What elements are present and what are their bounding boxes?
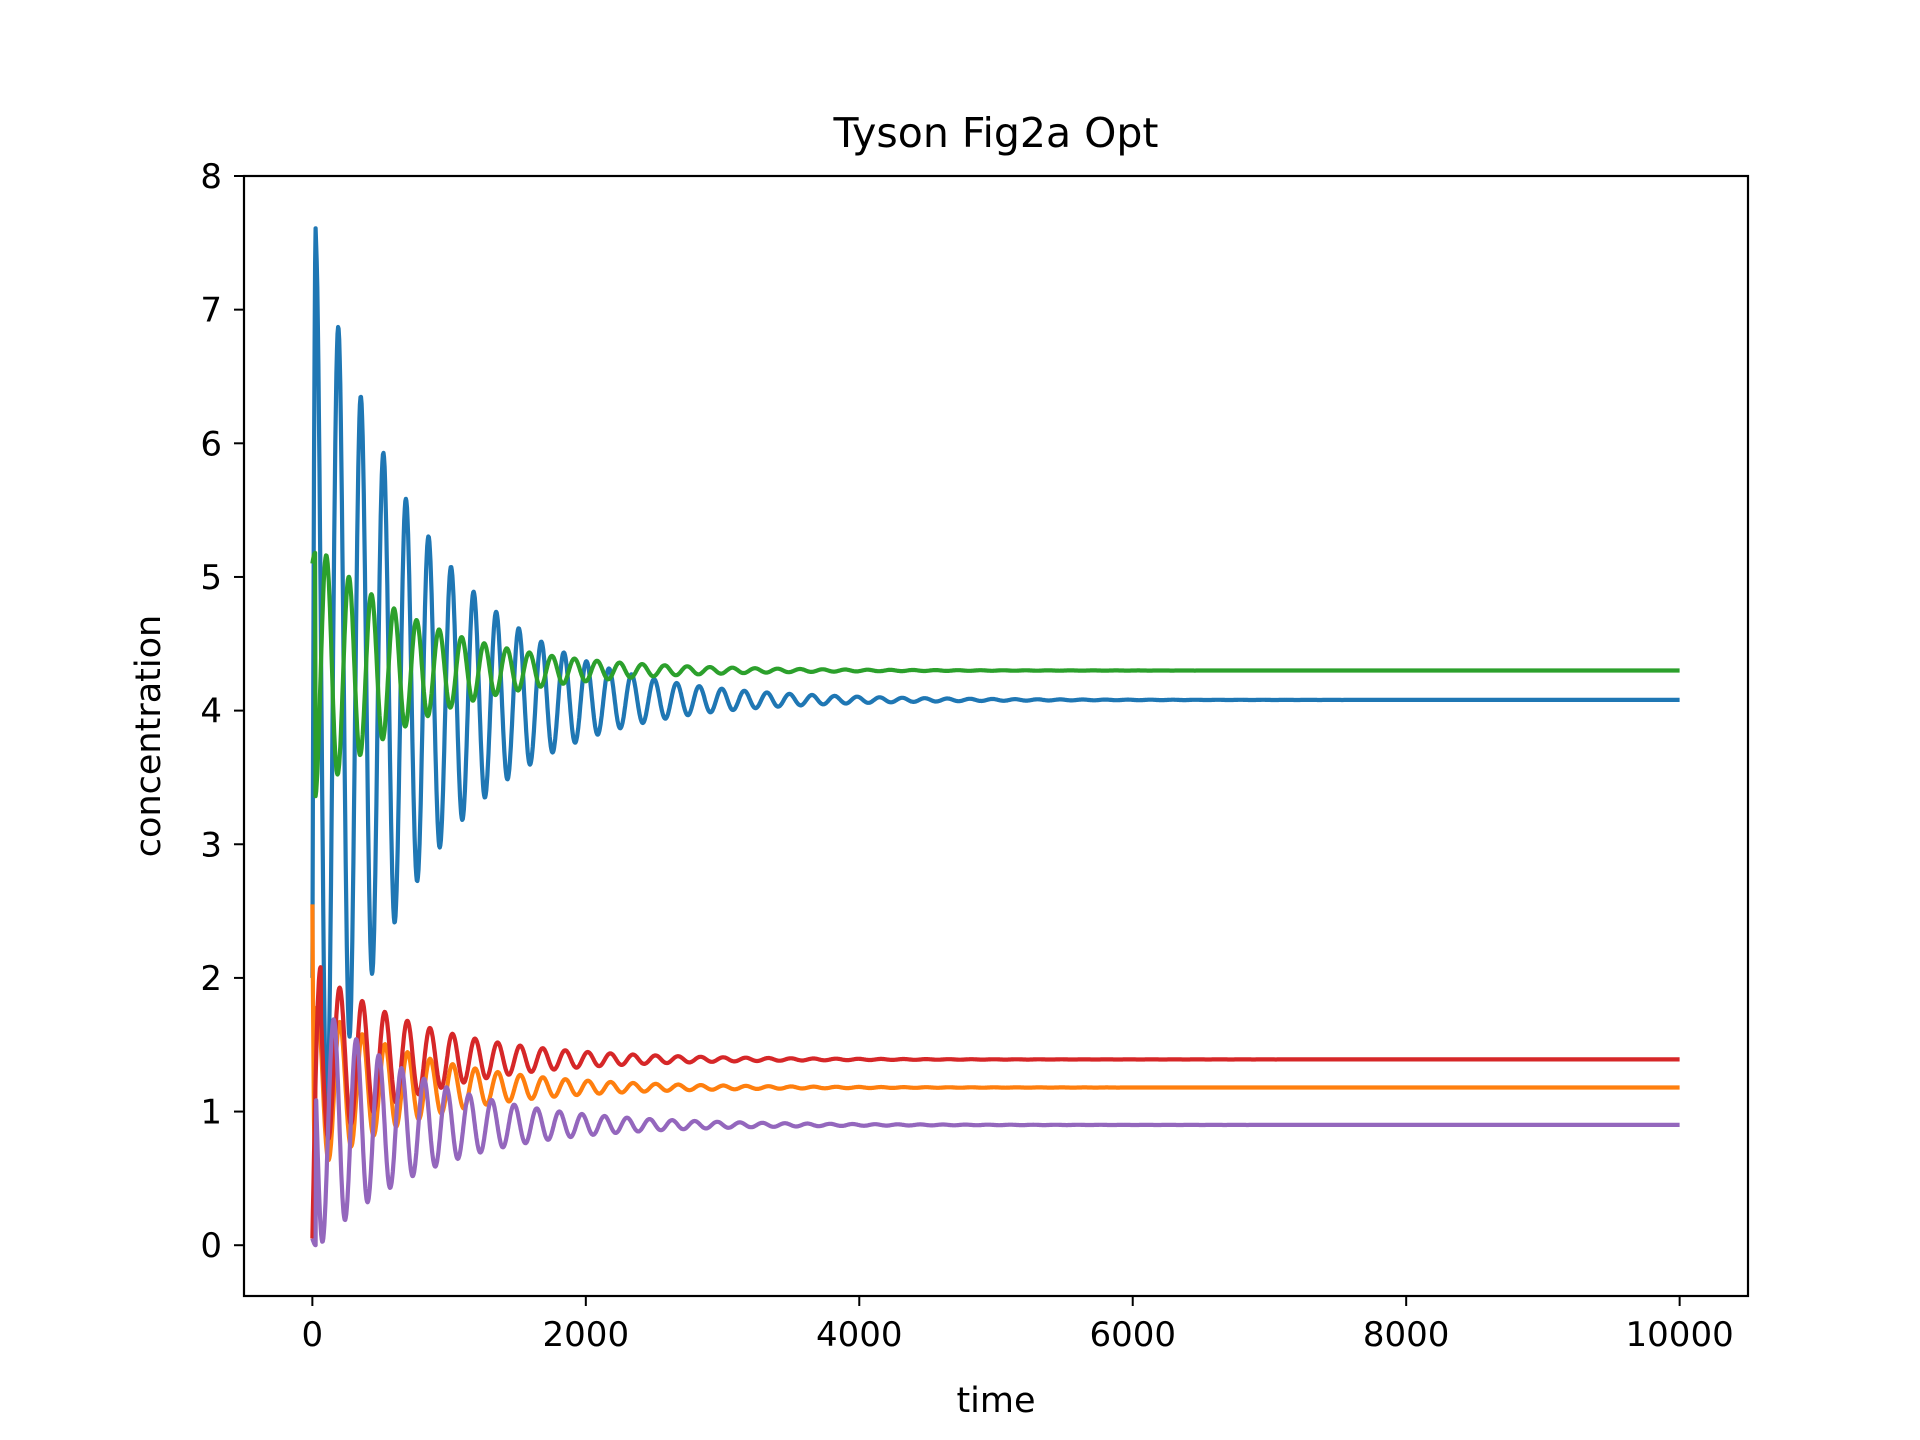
y-tick-label: 6 bbox=[200, 424, 222, 464]
x-tick-label: 10000 bbox=[1626, 1315, 1734, 1355]
series-line-5 bbox=[310, 1017, 1682, 1248]
chart-title: Tyson Fig2a Opt bbox=[832, 109, 1158, 157]
y-tick-label: 8 bbox=[200, 157, 222, 197]
y-axis: 0 1 2 3 4 5 6 7 8 bbox=[200, 157, 244, 1266]
series-layer bbox=[310, 226, 1682, 1248]
y-axis-label: concentration bbox=[129, 615, 169, 857]
y-tick-label: 7 bbox=[200, 291, 222, 331]
series-line-4 bbox=[310, 965, 1682, 1239]
y-tick-label: 5 bbox=[200, 558, 222, 598]
y-tick-label: 1 bbox=[200, 1093, 222, 1133]
x-tick-label: 8000 bbox=[1363, 1315, 1450, 1355]
series-line-3 bbox=[310, 550, 1682, 799]
x-axis: 0 2000 4000 6000 8000 10000 bbox=[302, 1296, 1734, 1355]
x-tick-label: 2000 bbox=[543, 1315, 630, 1355]
y-tick-label: 3 bbox=[200, 825, 222, 865]
series-line-1 bbox=[310, 226, 1682, 1116]
y-tick-label: 4 bbox=[200, 692, 222, 732]
y-tick-label: 2 bbox=[200, 959, 222, 999]
y-tick-label: 0 bbox=[200, 1226, 222, 1266]
x-tick-label: 6000 bbox=[1089, 1315, 1176, 1355]
plot-frame bbox=[242, 174, 1750, 1298]
series-line-2 bbox=[310, 904, 1682, 1174]
x-tick-label: 4000 bbox=[816, 1315, 903, 1355]
x-tick-label: 0 bbox=[302, 1315, 324, 1355]
x-axis-label: time bbox=[956, 1381, 1035, 1421]
